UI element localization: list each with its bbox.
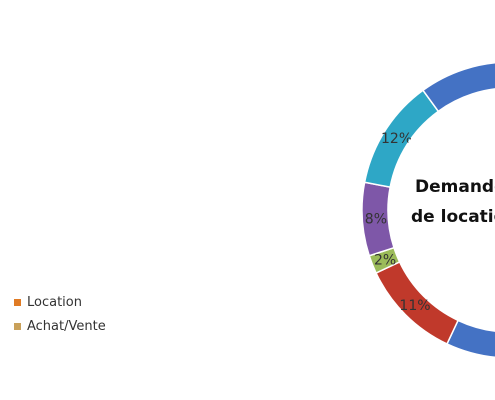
- legend: Location Achat/Vente: [14, 290, 106, 338]
- donut-slice-0: [445, 319, 495, 358]
- legend-label-achat-vente: Achat/Vente: [27, 318, 106, 334]
- legend-item-location: Location: [14, 290, 106, 314]
- slice-label-2: 2%: [374, 252, 396, 268]
- legend-item-achat-vente: Achat/Vente: [14, 314, 106, 338]
- donut-hole: [388, 88, 495, 332]
- slice-label-1: 11%: [399, 298, 430, 314]
- legend-label-location: Location: [27, 294, 82, 310]
- slice-label-3: 8%: [365, 211, 387, 227]
- legend-swatch-location: [14, 298, 21, 306]
- center-title-line-1: Demande: [415, 177, 495, 197]
- legend-swatch-achat-vente: [14, 322, 21, 330]
- center-title-line-2: de locatio: [411, 207, 495, 227]
- slice-label-4: 12%: [381, 131, 412, 147]
